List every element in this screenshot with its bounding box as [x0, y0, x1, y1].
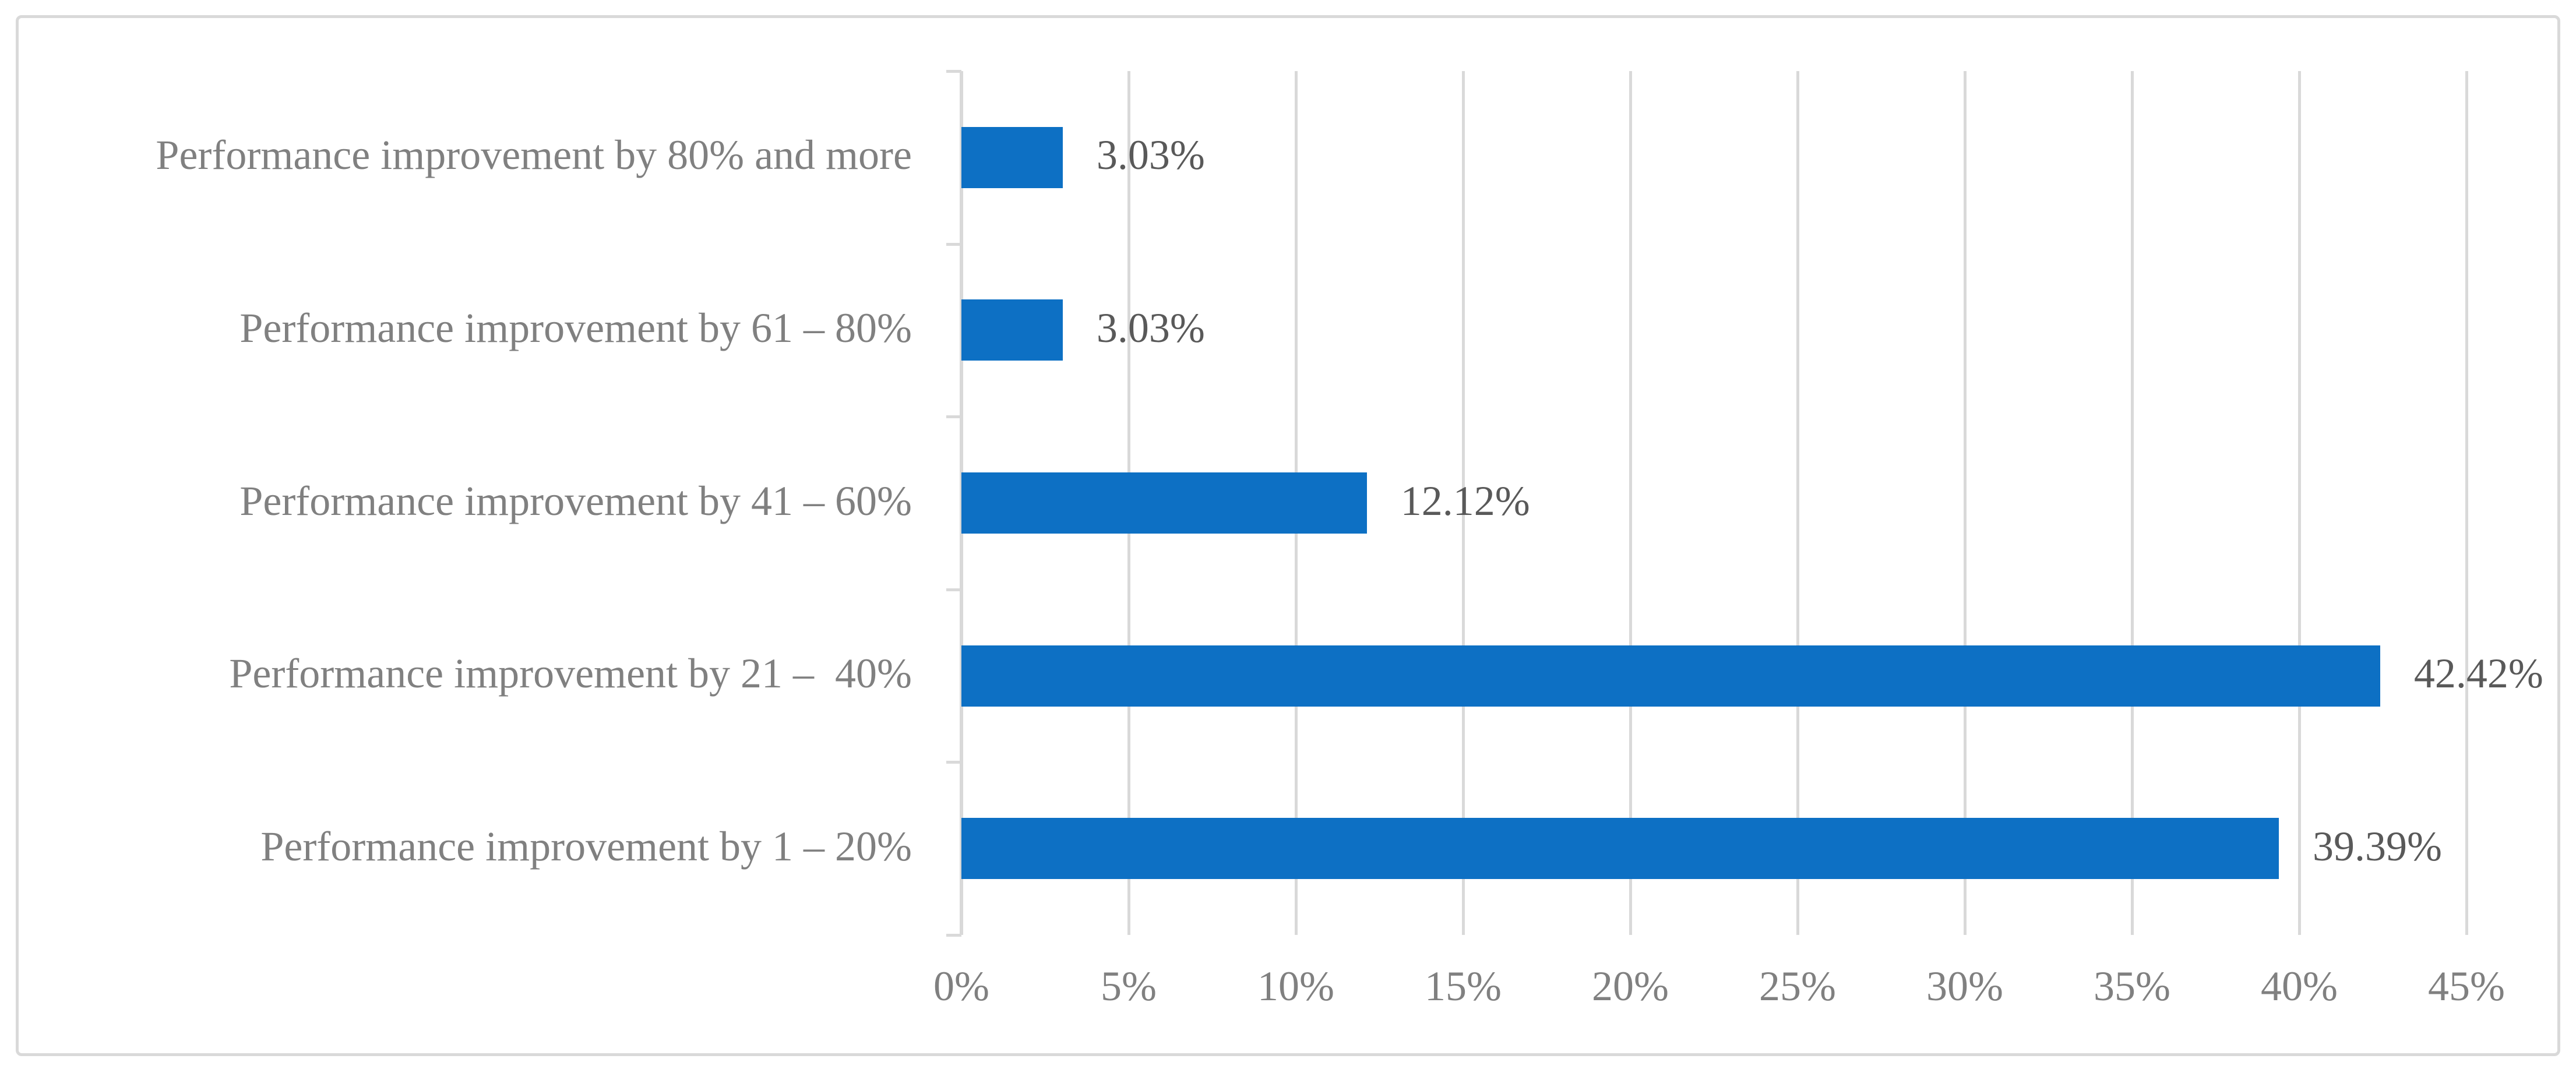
bar-value-label: 39.39% — [2312, 823, 2442, 870]
category-label: Performance improvement by 41 – 60% — [239, 477, 912, 524]
bar-value-label: 3.03% — [1096, 132, 1205, 179]
value-axis-tick-label: 10% — [1257, 963, 1334, 1010]
category-axis-tick-mark — [946, 242, 961, 246]
bar-value-label: 42.42% — [2413, 650, 2543, 697]
bar — [961, 818, 2279, 880]
value-axis-tick-label: 35% — [2094, 963, 2170, 1010]
category-label: Performance improvement by 1 – 20% — [260, 823, 912, 870]
value-axis-tick-label: 30% — [1926, 963, 2003, 1010]
category-label: Performance improvement by 80% and more — [156, 132, 912, 179]
value-axis-tick-label: 5% — [1100, 963, 1157, 1010]
value-axis-tick-label: 45% — [2428, 963, 2505, 1010]
gridline — [1964, 71, 1967, 935]
category-axis-tick-mark — [946, 415, 961, 419]
category-axis-tick-mark — [946, 70, 961, 73]
value-axis-tick-label: 15% — [1425, 963, 1502, 1010]
bar-value-label: 3.03% — [1096, 305, 1205, 352]
bar — [961, 645, 2380, 707]
value-axis-tick-labels: 0% 5% 10% 15% 20% 25% 30% 35% 40% 45% — [933, 962, 2505, 1026]
category-axis-tick-mark — [946, 934, 961, 937]
category-axis-labels: Performance improvement by 80% and more P… — [0, 71, 912, 935]
value-axis-tick-label: 40% — [2260, 963, 2338, 1010]
gridline — [2465, 71, 2468, 935]
gridline — [1462, 71, 1465, 935]
value-axis-tick-label: 20% — [1591, 963, 1669, 1010]
gridline — [1629, 71, 1632, 935]
bar — [961, 472, 1367, 534]
gridline — [2131, 71, 2134, 935]
category-label: Performance improvement by 61 – 80% — [239, 305, 912, 352]
value-axis-tick-label: 25% — [1759, 963, 1836, 1010]
category-label: Performance improvement by 21 – 40% — [229, 650, 912, 697]
chart-frame — [16, 15, 2560, 1056]
category-axis-tick-mark — [946, 761, 961, 764]
plot-area: 3.03% 3.03% 12.12% 42.42% 39.39% — [946, 70, 2543, 937]
gridline — [1796, 71, 1799, 935]
bar — [961, 299, 1063, 361]
bar — [961, 126, 1063, 188]
gridline — [2297, 71, 2301, 935]
bar-value-label: 12.12% — [1400, 477, 1530, 524]
value-axis-tick-label: 0% — [933, 963, 989, 1010]
category-axis-tick-mark — [946, 588, 961, 591]
